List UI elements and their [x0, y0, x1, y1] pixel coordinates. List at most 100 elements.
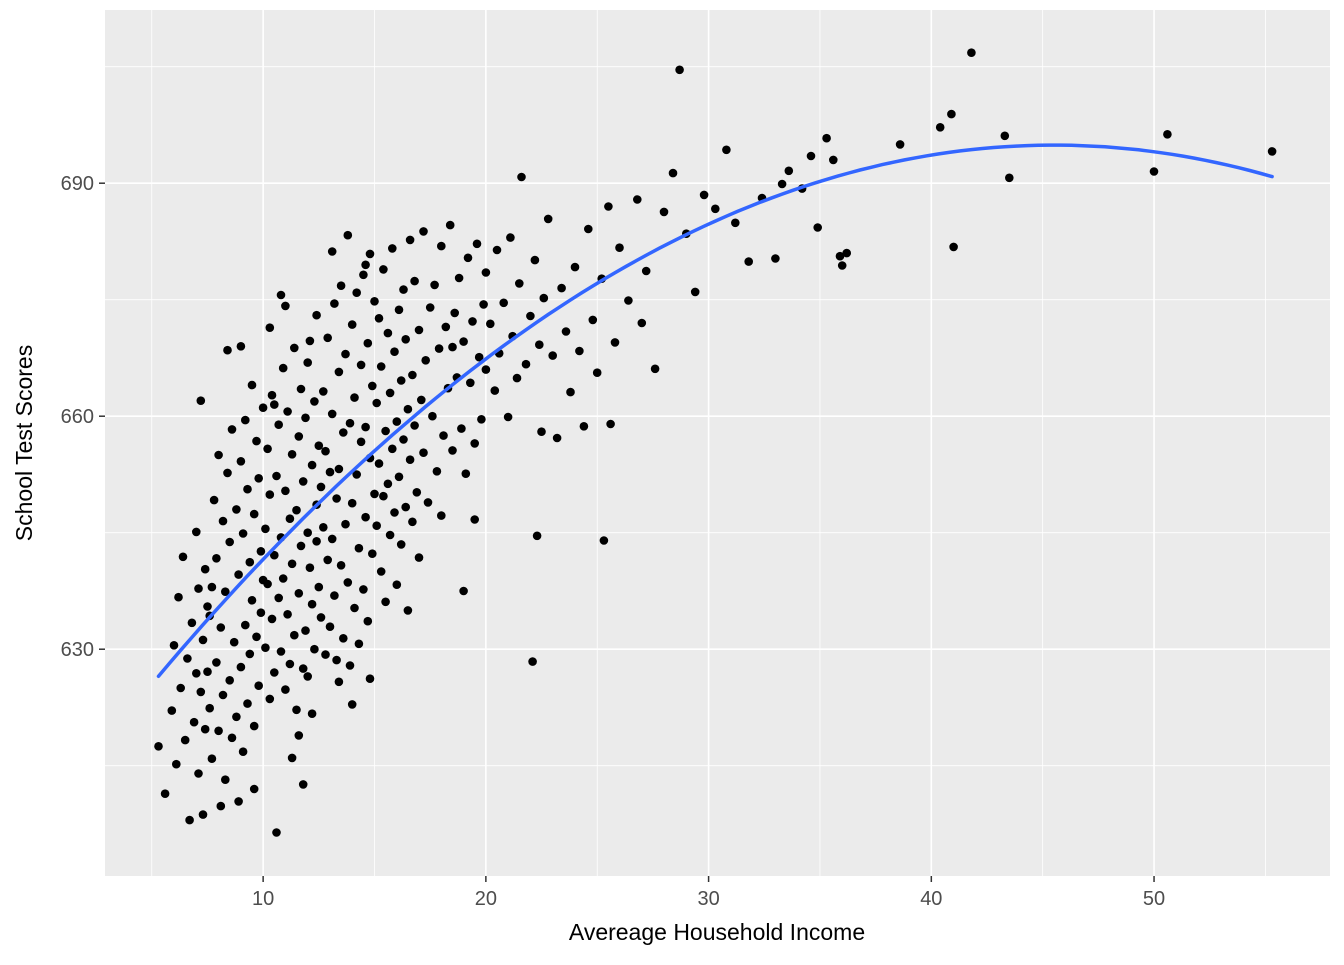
data-point [392, 580, 402, 589]
data-point [278, 363, 288, 373]
data-point [430, 280, 439, 290]
data-point [216, 801, 226, 811]
data-point [1000, 131, 1010, 141]
data-point [274, 593, 284, 603]
y-tick-label: 630 [61, 639, 94, 661]
data-point [499, 298, 509, 308]
data-point [1163, 130, 1172, 139]
data-point [189, 717, 199, 727]
data-point [437, 241, 446, 251]
data-point [1267, 147, 1277, 156]
data-point [472, 239, 482, 249]
data-point [417, 395, 426, 405]
data-point [207, 754, 217, 763]
data-point [203, 667, 212, 676]
data-point [526, 311, 535, 321]
data-point [1149, 167, 1159, 176]
data-point [247, 380, 257, 390]
x-axis-ticks: 10 20 30 40 50 [252, 876, 1165, 910]
data-point [276, 290, 286, 300]
data-point [176, 683, 185, 693]
data-point [323, 555, 333, 565]
data-point [330, 591, 339, 600]
data-point [174, 592, 183, 602]
data-point [236, 342, 246, 351]
data-point [298, 477, 308, 486]
data-point [521, 359, 531, 369]
data-point [319, 523, 328, 532]
data-point [334, 367, 344, 377]
data-point [374, 314, 384, 323]
scatter-points [154, 48, 1277, 837]
data-point [650, 364, 660, 374]
data-point [405, 235, 415, 245]
data-point [385, 388, 395, 398]
data-point [198, 635, 208, 645]
data-point [383, 328, 393, 338]
data-point [448, 342, 457, 352]
data-point [412, 488, 422, 497]
data-point [327, 534, 337, 544]
data-point [356, 360, 366, 370]
data-point [307, 460, 317, 470]
data-point [281, 486, 290, 496]
data-point [232, 505, 241, 514]
data-point [588, 315, 598, 325]
data-point [334, 464, 344, 474]
data-point [323, 333, 333, 343]
data-point [935, 123, 945, 132]
data-point [363, 338, 373, 348]
data-point [294, 589, 304, 598]
data-point [675, 65, 684, 75]
data-point [561, 327, 571, 336]
data-point [361, 512, 370, 522]
data-point [310, 397, 319, 406]
data-point [290, 343, 299, 353]
data-point [624, 296, 633, 305]
data-point [254, 681, 263, 690]
data-point [327, 409, 337, 419]
data-point [437, 511, 446, 520]
data-point [579, 422, 589, 431]
data-point [668, 168, 678, 178]
data-point [490, 386, 500, 395]
data-point [294, 432, 304, 441]
data-point [722, 145, 731, 155]
data-point [336, 561, 346, 570]
data-point [486, 319, 495, 329]
data-point [234, 570, 243, 579]
data-point [399, 285, 408, 294]
data-point [352, 288, 362, 298]
data-point [285, 659, 295, 669]
data-point [463, 253, 473, 263]
data-point [466, 378, 475, 388]
data-point [385, 530, 395, 540]
data-point [343, 230, 353, 240]
data-point [265, 323, 275, 333]
data-point [209, 495, 219, 505]
data-point [584, 224, 593, 234]
data-point [214, 726, 223, 736]
data-point [537, 427, 546, 437]
data-point [265, 490, 275, 499]
data-point [376, 567, 386, 576]
data-point [822, 133, 831, 143]
data-point [352, 470, 362, 479]
data-point [381, 426, 390, 436]
data-point [428, 411, 437, 421]
data-point [408, 517, 417, 527]
data-point [347, 498, 357, 508]
data-point [361, 260, 370, 270]
data-point [434, 344, 444, 353]
data-point [236, 457, 246, 466]
data-point [205, 703, 214, 713]
data-point [301, 626, 310, 635]
data-point [441, 322, 451, 332]
data-point [261, 524, 270, 534]
data-point [641, 266, 651, 276]
data-point [292, 705, 301, 715]
data-point [325, 622, 335, 631]
data-point [459, 586, 468, 596]
data-point [303, 672, 313, 681]
data-point [310, 644, 319, 654]
